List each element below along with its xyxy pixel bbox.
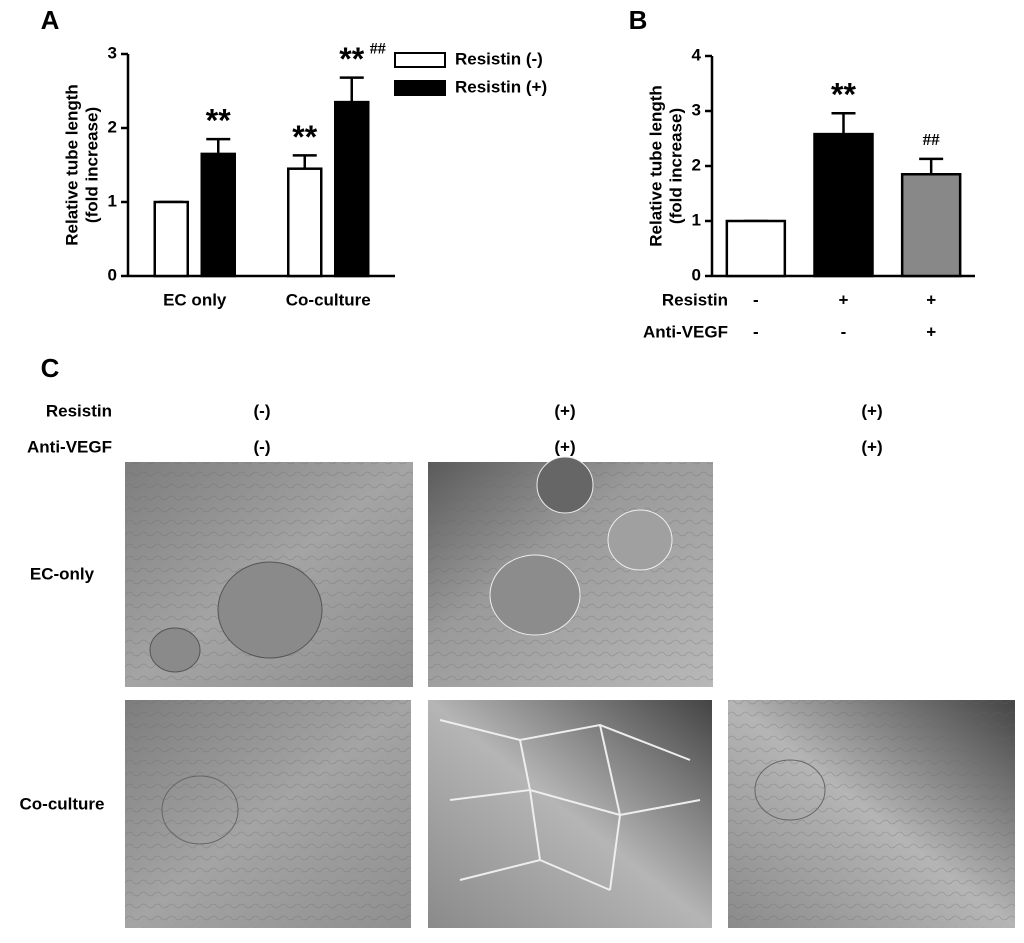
cell-ring bbox=[161, 775, 239, 845]
condition-label: Anti-VEGF bbox=[643, 322, 728, 341]
condition-label: Resistin bbox=[46, 401, 112, 420]
condition-value: - bbox=[753, 322, 759, 341]
cell-ring bbox=[217, 561, 323, 659]
condition-value: (-) bbox=[254, 401, 271, 420]
y-axis-label: (fold increase) bbox=[82, 107, 101, 223]
condition-value: + bbox=[926, 290, 936, 309]
significance-stars: ** bbox=[206, 103, 231, 139]
condition-value: + bbox=[839, 290, 849, 309]
significance-stars: ** bbox=[292, 119, 317, 155]
bar bbox=[153, 200, 189, 278]
x-tick-label: EC only bbox=[163, 290, 227, 309]
significance-stars: ** bbox=[339, 41, 364, 77]
bar bbox=[287, 167, 323, 278]
micrographs bbox=[125, 456, 1015, 928]
panel-label: A bbox=[41, 5, 60, 35]
y-tick-label: 3 bbox=[692, 100, 701, 119]
cell-ring bbox=[536, 456, 594, 514]
condition-value: (-) bbox=[254, 437, 271, 456]
condition-value: (+) bbox=[861, 401, 882, 420]
condition-value: + bbox=[926, 322, 936, 341]
cell-ring bbox=[489, 554, 581, 636]
y-tick-label: 0 bbox=[692, 265, 701, 284]
y-tick-label: 2 bbox=[692, 155, 701, 174]
cell-ring bbox=[149, 627, 201, 673]
bar bbox=[813, 132, 874, 278]
y-tick-label: 1 bbox=[692, 210, 701, 229]
significance-hashes: ## bbox=[923, 130, 941, 149]
row-label: EC-only bbox=[30, 564, 95, 583]
x-tick-label: Co-culture bbox=[286, 290, 371, 309]
y-tick-label: 1 bbox=[108, 191, 117, 210]
legend-swatch bbox=[394, 52, 446, 68]
micrograph-texture bbox=[728, 700, 1015, 928]
condition-value: (+) bbox=[861, 437, 882, 456]
y-axis-label: Relative tube length bbox=[62, 84, 81, 246]
y-tick-label: 2 bbox=[108, 117, 117, 136]
y-tick-label: 3 bbox=[108, 43, 117, 62]
cell-ring bbox=[754, 759, 826, 821]
legend-label: Resistin (-) bbox=[455, 49, 543, 68]
condition-value: (+) bbox=[554, 437, 575, 456]
row-label: Co-culture bbox=[20, 794, 105, 813]
legend-label: Resistin (+) bbox=[455, 77, 547, 96]
legend-swatch bbox=[394, 80, 446, 96]
condition-value: - bbox=[753, 290, 759, 309]
micrograph bbox=[428, 700, 712, 928]
y-tick-label: 4 bbox=[692, 45, 702, 64]
condition-value: (+) bbox=[554, 401, 575, 420]
panel-label: B bbox=[629, 5, 648, 35]
tube-network bbox=[439, 719, 701, 891]
cell-ring bbox=[607, 509, 673, 571]
bar bbox=[725, 219, 787, 278]
y-tick-label: 0 bbox=[108, 265, 117, 284]
condition-label: Resistin bbox=[662, 290, 728, 309]
condition-value: - bbox=[841, 322, 847, 341]
significance-stars: ** bbox=[831, 77, 856, 113]
condition-label: Anti-VEGF bbox=[27, 437, 112, 456]
y-axis-label: Relative tube length bbox=[646, 85, 665, 247]
panel-label: C bbox=[41, 353, 60, 383]
bar bbox=[200, 152, 236, 278]
y-axis-label: (fold increase) bbox=[666, 108, 685, 224]
significance-hashes: ## bbox=[370, 40, 386, 57]
micrograph-texture bbox=[125, 700, 411, 928]
bar bbox=[900, 173, 962, 278]
bar bbox=[334, 100, 370, 278]
